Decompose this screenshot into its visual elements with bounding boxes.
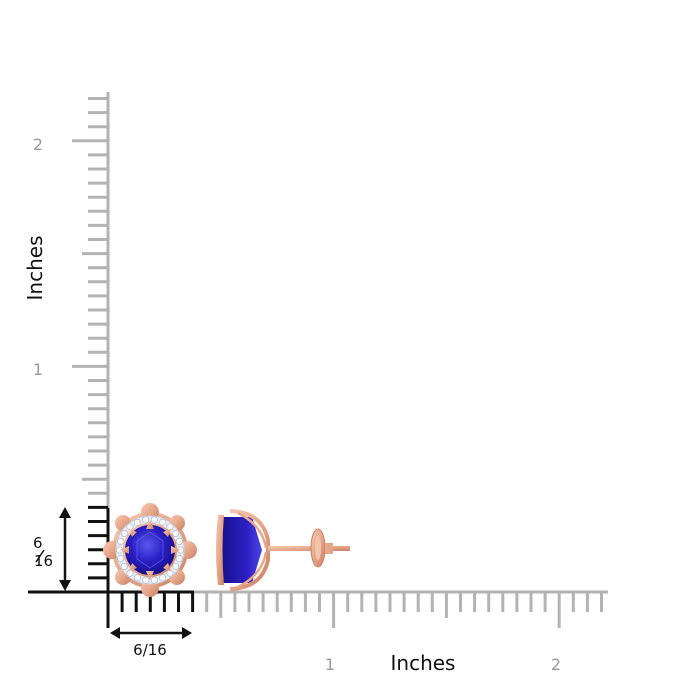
x-tick-label-1: 1 xyxy=(325,655,335,674)
earring-front-view xyxy=(103,503,197,597)
halo-diamond xyxy=(142,516,150,524)
prongs xyxy=(120,520,180,580)
height-label-denominator: 16 xyxy=(34,552,53,570)
halo-diamond xyxy=(172,562,180,571)
y-axis-title: Inches xyxy=(23,236,47,301)
side-gem xyxy=(222,517,262,583)
gem-facets xyxy=(136,531,164,569)
halo-diamond xyxy=(120,529,128,538)
width-arrow xyxy=(110,627,192,639)
halo-diamond xyxy=(126,569,134,577)
horizontal-ruler: 1 2 Inches xyxy=(192,590,608,675)
x-tick-label-2: 2 xyxy=(551,655,561,674)
measured-width-ticks xyxy=(120,592,195,612)
vertical-ruler: 2 1 Inches xyxy=(23,92,110,510)
height-label-numerator: 6 xyxy=(33,534,43,552)
halo-diamond xyxy=(175,555,183,563)
height-label-fraction-bar xyxy=(35,549,45,563)
y-tick-label-2: 2 xyxy=(33,135,43,154)
width-label: 6/16 xyxy=(133,641,167,659)
halo-diamond xyxy=(175,537,183,545)
halo-diamond xyxy=(166,523,174,531)
halo-diamond xyxy=(117,555,125,563)
halo-diamond xyxy=(159,518,167,526)
measured-section: 6/16 6 16 xyxy=(28,505,195,659)
halo-diamond xyxy=(150,576,158,584)
halo-diamond xyxy=(133,574,141,582)
halo-diamond xyxy=(166,569,174,577)
halo-diamond xyxy=(133,518,141,526)
earring-post xyxy=(268,546,350,551)
halo-diamond xyxy=(159,574,167,582)
side-frame xyxy=(216,515,224,585)
halo-diamond xyxy=(150,516,158,524)
halo-diamond xyxy=(117,537,125,545)
x-axis-title: Inches xyxy=(391,651,456,675)
tanzanite-gem xyxy=(125,525,175,575)
earring-side-view xyxy=(216,509,350,591)
halo-diamond xyxy=(126,523,134,531)
screw-back xyxy=(310,528,333,568)
measured-height-ticks xyxy=(88,505,108,580)
y-tick-label-1: 1 xyxy=(33,360,43,379)
horizontal-ruler-ticks xyxy=(205,592,603,628)
halo-diamond xyxy=(142,576,150,584)
halo-diamond xyxy=(120,562,128,571)
vertical-ruler-ticks xyxy=(72,97,108,495)
halo-diamond xyxy=(172,529,180,538)
height-arrow xyxy=(59,507,71,591)
